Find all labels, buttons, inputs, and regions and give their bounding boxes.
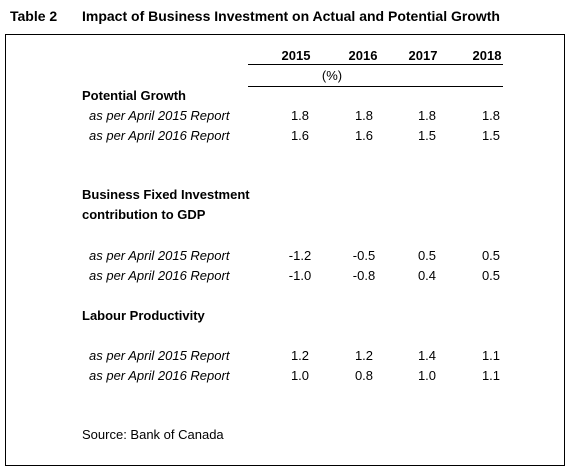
table-cell: 1.2 bbox=[354, 348, 374, 363]
table-cell: 1.1 bbox=[481, 368, 501, 383]
table-cell: 1.8 bbox=[290, 108, 310, 123]
table-cell: 0.5 bbox=[417, 248, 437, 263]
table-cell: 0.8 bbox=[354, 368, 374, 383]
year-header: 2016 bbox=[348, 48, 378, 63]
table-cell: 1.5 bbox=[481, 128, 501, 143]
row-label: as per April 2015 Report bbox=[89, 348, 230, 363]
row-label: as per April 2016 Report bbox=[89, 268, 230, 283]
section-heading: Business Fixed Investment bbox=[82, 187, 250, 202]
row-label: as per April 2016 Report bbox=[89, 128, 230, 143]
table-cell: -0.5 bbox=[352, 248, 376, 263]
table-cell: -0.8 bbox=[352, 268, 376, 283]
table-cell: 1.8 bbox=[481, 108, 501, 123]
table-cell: 1.5 bbox=[417, 128, 437, 143]
section-heading: Potential Growth bbox=[82, 88, 186, 103]
unit-rule bbox=[248, 86, 503, 87]
table-cell: -1.2 bbox=[288, 248, 312, 263]
unit-label: (%) bbox=[321, 68, 343, 83]
table-cell: 1.4 bbox=[417, 348, 437, 363]
table-cell: 1.0 bbox=[417, 368, 437, 383]
table-title-text: Impact of Business Investment on Actual … bbox=[82, 8, 500, 24]
year-header: 2017 bbox=[408, 48, 438, 63]
header-rule bbox=[248, 64, 503, 65]
table-cell: 1.2 bbox=[290, 348, 310, 363]
year-header: 2018 bbox=[472, 48, 502, 63]
table-number: Table 2 bbox=[10, 8, 58, 24]
table-cell: 1.0 bbox=[290, 368, 310, 383]
table-cell: 0.5 bbox=[481, 248, 501, 263]
source-note: Source: Bank of Canada bbox=[82, 427, 224, 442]
table-cell: 1.8 bbox=[354, 108, 374, 123]
table-cell: -1.0 bbox=[288, 268, 312, 283]
table-cell: 0.5 bbox=[481, 268, 501, 283]
table-cell: 1.1 bbox=[481, 348, 501, 363]
table-cell: 1.6 bbox=[290, 128, 310, 143]
table-cell: 1.6 bbox=[354, 128, 374, 143]
row-label: as per April 2016 Report bbox=[89, 368, 230, 383]
section-heading: contribution to GDP bbox=[82, 207, 206, 222]
table-cell: 0.4 bbox=[417, 268, 437, 283]
section-heading: Labour Productivity bbox=[82, 308, 205, 323]
table-frame bbox=[5, 34, 565, 466]
row-label: as per April 2015 Report bbox=[89, 108, 230, 123]
row-label: as per April 2015 Report bbox=[89, 248, 230, 263]
year-header: 2015 bbox=[281, 48, 311, 63]
table-cell: 1.8 bbox=[417, 108, 437, 123]
